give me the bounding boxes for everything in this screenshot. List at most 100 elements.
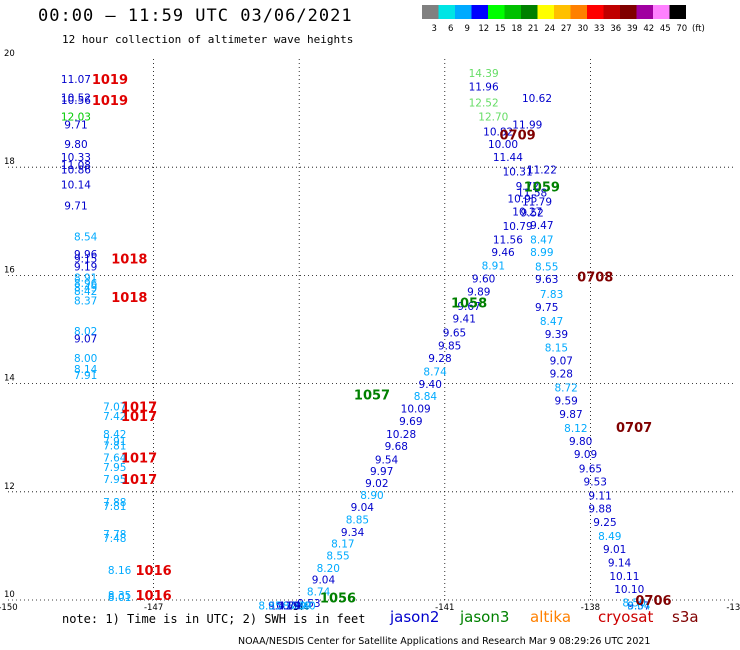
swh-value: 9.15 bbox=[74, 254, 97, 266]
swh-value: 8.37 bbox=[74, 295, 97, 307]
swh-value: 9.85 bbox=[438, 341, 461, 353]
swh-value: 10.56 bbox=[61, 95, 91, 107]
swh-value: 8.20 bbox=[317, 563, 340, 575]
time-markers: 1019101910181018101710171017101710161016… bbox=[92, 73, 672, 609]
swh-value: 8.47 bbox=[540, 316, 563, 328]
time-marker: 1058 bbox=[451, 296, 487, 311]
swh-value: 9.01 bbox=[603, 544, 626, 556]
swh-value: 10.95 bbox=[507, 194, 537, 206]
colorbar-label: 9 bbox=[465, 24, 470, 34]
colorbar-label: 39 bbox=[627, 24, 638, 34]
legend-cryosat: cryosat bbox=[598, 608, 654, 626]
swh-value: 7.78 bbox=[103, 529, 126, 541]
swh-value: 8.49 bbox=[74, 282, 97, 294]
chart-title: 00:00 – 11:59 UTC 03/06/2021 bbox=[38, 6, 353, 26]
swh-value: 9.69 bbox=[399, 416, 422, 428]
colorbar-swatch bbox=[455, 5, 472, 19]
colorbar-swatch bbox=[636, 5, 653, 19]
time-marker: 1017 bbox=[121, 410, 157, 425]
time-marker: 1019 bbox=[92, 94, 128, 109]
swh-value: 9.87 bbox=[559, 409, 582, 421]
swh-value: 8.42 bbox=[103, 429, 126, 441]
swh-value: 9.79 bbox=[278, 600, 301, 610]
time-marker: 1017 bbox=[121, 452, 157, 467]
time-marker: 0707 bbox=[616, 421, 652, 436]
colorbar-label: 3 bbox=[432, 24, 437, 34]
swh-value: 8.50 bbox=[622, 598, 645, 610]
swh-value: 10.62 bbox=[522, 93, 552, 105]
swh-value: 8.04 bbox=[627, 600, 651, 610]
colorbar-swatch bbox=[570, 5, 587, 19]
colorbar-swatch bbox=[669, 5, 686, 19]
swh-value: 8.74 bbox=[423, 367, 447, 379]
swh-value: 8.15 bbox=[545, 342, 568, 354]
swh-value: 10.19 bbox=[270, 600, 300, 610]
swh-value: 9.65 bbox=[443, 328, 466, 340]
swh-value: 8.55 bbox=[326, 551, 349, 563]
swh-value: 8.70 bbox=[283, 600, 306, 610]
colorbar-swatch bbox=[521, 5, 538, 19]
grid-lines bbox=[8, 59, 736, 601]
swh-value: 8.54 bbox=[74, 231, 98, 243]
swh-value: 9.02 bbox=[365, 478, 388, 490]
footer-note: note: 1) Time is in UTC; 2) SWH is in fe… bbox=[62, 612, 366, 626]
swh-value: 9.47 bbox=[530, 220, 553, 232]
swh-value: 9.19 bbox=[74, 262, 97, 274]
swh-value: 9.47 bbox=[268, 600, 291, 610]
swh-value: 9.57 bbox=[627, 600, 650, 610]
swh-value: 10.79 bbox=[503, 221, 533, 233]
x-tick-label: -141 bbox=[435, 603, 454, 610]
swh-value: 9.14 bbox=[608, 558, 632, 570]
swh-value: 10.10 bbox=[614, 584, 644, 596]
swh-value: 9.09 bbox=[574, 449, 597, 461]
colorbar-label: 6 bbox=[448, 24, 453, 34]
y-tick-label: 16 bbox=[4, 265, 15, 275]
colorbar-label: 30 bbox=[577, 24, 588, 34]
swh-value: 10.28 bbox=[386, 429, 416, 441]
time-marker: 1017 bbox=[121, 400, 157, 415]
time-marker: 1016 bbox=[136, 564, 172, 579]
swh-value: 7.91 bbox=[74, 370, 97, 382]
swh-value: 8.14 bbox=[74, 364, 98, 376]
swh-value: 7.95 bbox=[103, 474, 126, 486]
legend-altika: altika bbox=[530, 608, 572, 626]
swh-value: 8.85 bbox=[346, 514, 369, 526]
swh-value: 9.96 bbox=[74, 249, 98, 261]
swh-value: 9.59 bbox=[554, 395, 577, 407]
time-marker: 1057 bbox=[354, 388, 390, 403]
colorbar-label: 12 bbox=[478, 24, 489, 34]
colorbar-swatch bbox=[488, 5, 505, 19]
swh-value: 9.46 bbox=[491, 247, 515, 259]
swh-value: 8.47 bbox=[530, 235, 553, 247]
swh-value: 11.58 bbox=[517, 188, 547, 200]
swh-value: 10.31 bbox=[503, 167, 533, 179]
swh-value: 10.52 bbox=[61, 92, 91, 104]
swh-value: 7.48 bbox=[103, 533, 126, 545]
swh-value: 10.09 bbox=[401, 403, 431, 415]
swh-value: 7.64 bbox=[103, 453, 127, 465]
colorbar-label: 42 bbox=[643, 24, 654, 34]
swh-value: 9.25 bbox=[593, 517, 616, 529]
time-marker: 1059 bbox=[524, 181, 560, 196]
colorbar-swatch bbox=[422, 5, 439, 19]
swh-value: 11.99 bbox=[512, 119, 542, 131]
colorbar-swatch bbox=[653, 5, 670, 19]
swh-value: 8.91 bbox=[74, 273, 97, 285]
y-tick-label: 20 bbox=[4, 49, 15, 59]
colorbar-swatch bbox=[537, 5, 554, 19]
swh-value: 8.00 bbox=[74, 353, 97, 365]
colorbar-swatch bbox=[554, 5, 571, 19]
swh-value: 9.67 bbox=[457, 301, 480, 313]
swh-value: 7.91 bbox=[103, 436, 126, 448]
swh-value: 8.40 bbox=[292, 600, 315, 610]
colorbar-label: 18 bbox=[511, 24, 522, 34]
swh-value: 7.83 bbox=[540, 289, 563, 301]
colorbar-swatch bbox=[620, 5, 637, 19]
swh-value: 9.89 bbox=[467, 287, 490, 299]
colorbar-label: 24 bbox=[544, 24, 555, 34]
color-scale-legend: 3 6 9 12 15 18 21 24 27 30 33 36 39 42 45 70 (ft) bbox=[422, 5, 705, 34]
colorbar-label: 70 bbox=[676, 24, 687, 34]
time-marker: 1018 bbox=[111, 291, 147, 306]
swh-value: 8.99 bbox=[530, 247, 553, 259]
swh-value: 9.53 bbox=[297, 598, 320, 610]
